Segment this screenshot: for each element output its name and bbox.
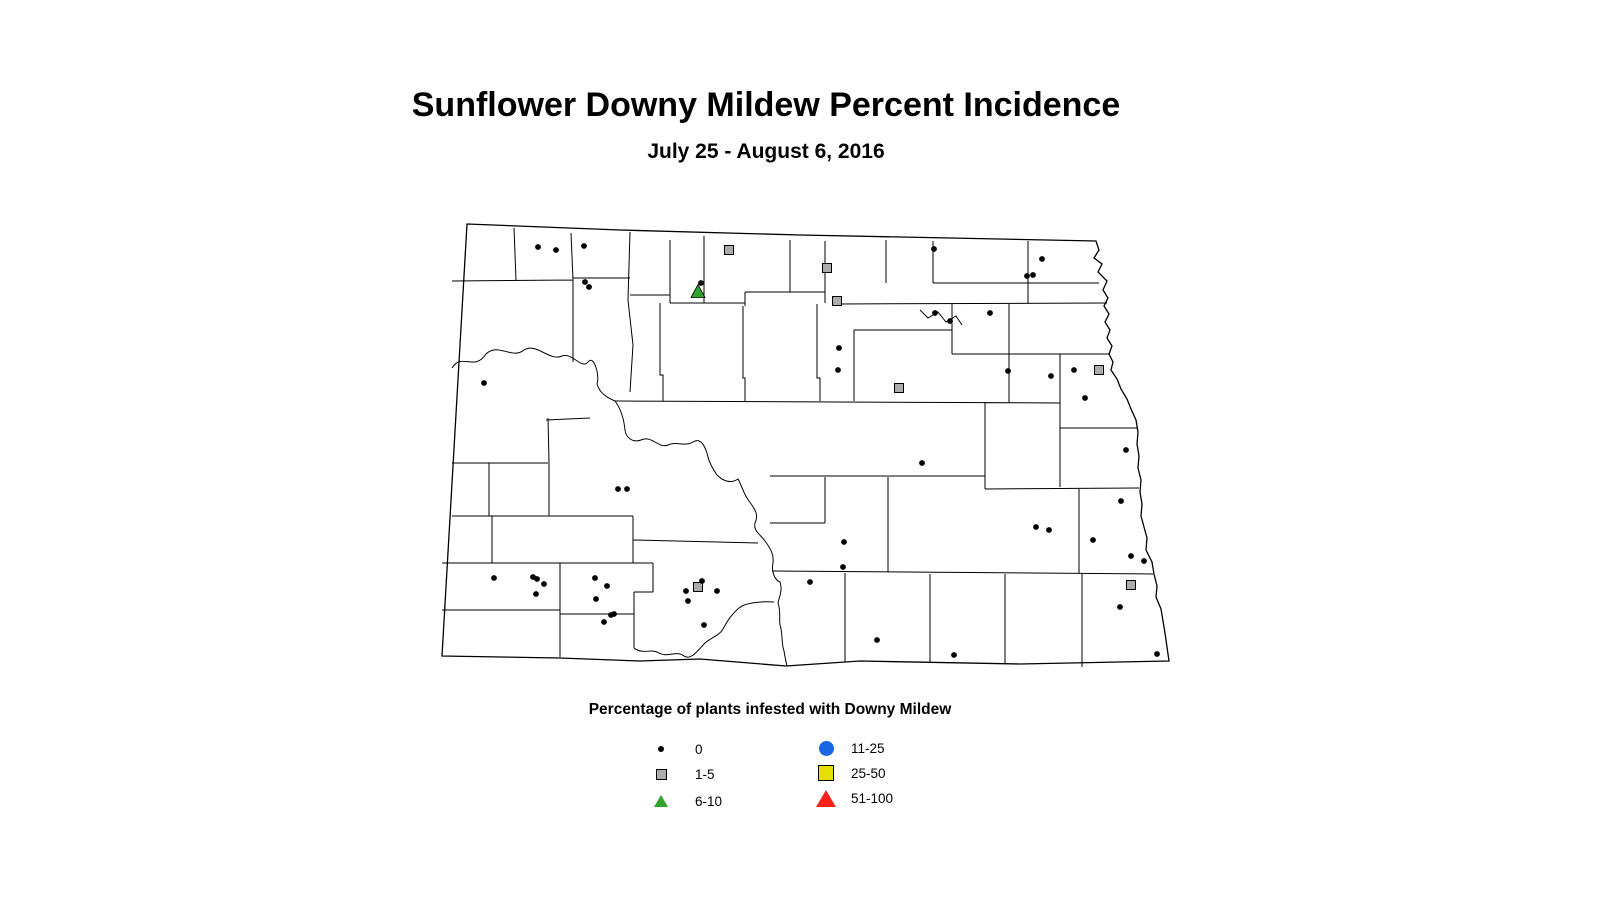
legend-item-25-50: 25-50 [811, 762, 886, 784]
marker-dot-0 [541, 581, 547, 587]
marker-dot-0 [835, 367, 841, 373]
legend-label: 11-25 [851, 740, 885, 756]
marker-dot-0 [987, 310, 993, 316]
marker-dot-0 [535, 244, 541, 250]
marker-dot-0 [807, 579, 813, 585]
marker-square-1-5 [822, 263, 832, 273]
legend-item-1-5: 1-5 [646, 763, 715, 785]
marker-dot-0 [1071, 367, 1077, 373]
marker-dot-0 [1128, 553, 1134, 559]
marker-square-1-5 [894, 383, 904, 393]
marker-dot-0 [951, 652, 957, 658]
legend-yellow-square-icon [818, 765, 834, 781]
legend-label: 1-5 [695, 766, 715, 782]
legend-red-triangle-icon [816, 789, 836, 807]
marker-dot-0 [533, 591, 539, 597]
marker-square-1-5 [832, 296, 842, 306]
marker-dot-0 [841, 539, 847, 545]
marker-dot-0 [699, 578, 705, 584]
marker-triangle-6-10 [690, 283, 706, 298]
marker-dot-0 [481, 380, 487, 386]
marker-dot-0 [586, 284, 592, 290]
marker-dot-0 [714, 588, 720, 594]
marker-dot-0 [582, 279, 588, 285]
marker-dot-0 [1024, 273, 1030, 279]
marker-dot-0 [1141, 558, 1147, 564]
incidence-markers [481, 243, 1160, 658]
marker-dot-0 [534, 576, 540, 582]
legend-item-11-25: 11-25 [811, 737, 885, 759]
marker-dot-0 [698, 280, 704, 286]
cannonball-river-line [633, 601, 775, 658]
marker-dot-0 [836, 345, 842, 351]
marker-dot-0 [1123, 447, 1129, 453]
legend-blue-circle-icon [818, 740, 834, 756]
legend-label: 0 [695, 741, 703, 757]
missouri-river-line [451, 347, 788, 667]
legend-gray-square-icon [655, 768, 667, 780]
marker-dot-0 [947, 318, 953, 324]
figure-subtitle: July 25 - August 6, 2016 [647, 140, 885, 163]
marker-dot-0 [683, 588, 689, 594]
legend-label: 6-10 [695, 793, 723, 809]
marker-dot-0 [931, 246, 937, 252]
legend-title: Percentage of plants infested with Downy… [588, 701, 952, 718]
marker-dot-0 [685, 598, 691, 604]
marker-dot-0 [1033, 524, 1039, 530]
legend-item-51-100: 51-100 [811, 787, 893, 809]
legend-label: 51-100 [851, 790, 894, 806]
marker-dot-0 [1005, 368, 1011, 374]
marker-square-1-5 [724, 245, 734, 255]
marker-dot-0 [1154, 651, 1160, 657]
figure-title: Sunflower Downy Mildew Percent Incidence [411, 86, 1121, 124]
marker-dot-0 [592, 575, 598, 581]
marker-dot-0 [1090, 537, 1096, 543]
marker-dot-0 [624, 486, 630, 492]
marker-dot-0 [919, 460, 925, 466]
marker-square-1-5 [1126, 580, 1136, 590]
marker-dot-0 [701, 622, 707, 628]
marker-dot-0 [593, 596, 599, 602]
legend-green-triangle-icon [654, 795, 668, 807]
legend-item-0: 0 [646, 738, 703, 760]
marker-dot-0 [553, 247, 559, 253]
marker-dot-0 [874, 637, 880, 643]
marker-dot-0 [1046, 527, 1052, 533]
marker-dot-0 [1030, 272, 1036, 278]
marker-dot-0 [1117, 604, 1123, 610]
marker-dot-0 [601, 619, 607, 625]
marker-dot-0 [1118, 498, 1124, 504]
marker-dot-0 [604, 583, 610, 589]
marker-dot-0 [615, 486, 621, 492]
marker-dot-0 [932, 310, 938, 316]
marker-dot-0 [840, 564, 846, 570]
marker-dot-0 [1039, 256, 1045, 262]
legend-item-6-10: 6-10 [646, 790, 722, 812]
marker-dot-0 [1082, 395, 1088, 401]
marker-square-1-5 [1094, 365, 1104, 375]
marker-square-1-5 [693, 582, 703, 592]
marker-dot-0 [491, 575, 497, 581]
marker-dot-0 [1048, 373, 1054, 379]
state-outline [441, 223, 1170, 667]
marker-dot-0 [611, 611, 617, 617]
marker-dot-0 [581, 243, 587, 249]
legend-dot-icon [658, 746, 664, 752]
legend-label: 25-50 [851, 765, 886, 781]
